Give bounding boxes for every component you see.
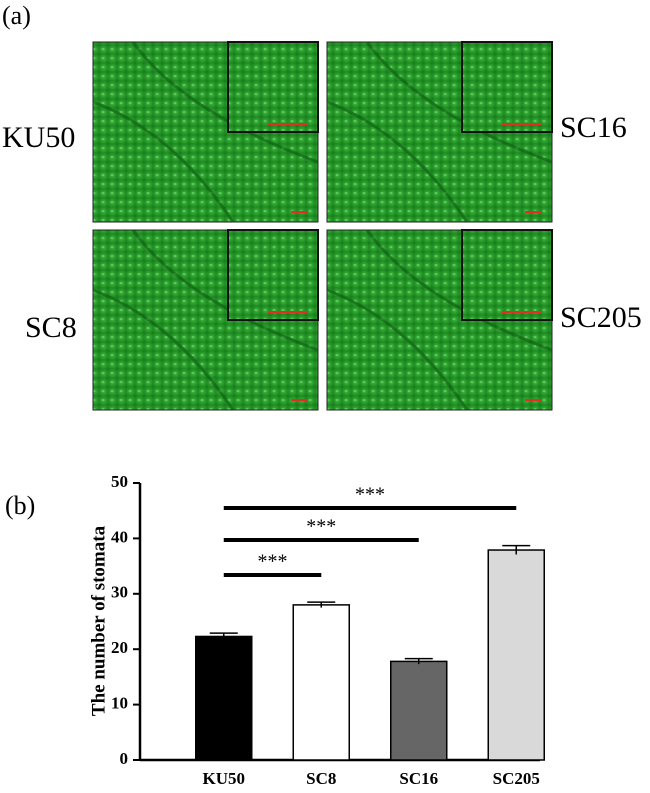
significance-label: ***: [355, 484, 385, 506]
x-tick-label: SC8: [306, 769, 336, 788]
inset: [461, 229, 553, 321]
x-tick-label: KU50: [203, 769, 246, 788]
vein: [92, 229, 319, 411]
y-tick-label: 50: [111, 472, 128, 491]
inset: [227, 229, 319, 321]
y-tick-label: 30: [111, 583, 128, 602]
bar: [292, 604, 350, 761]
vein: [92, 41, 319, 223]
x-tick-label: SC205: [493, 769, 540, 788]
image-label: SC16: [560, 111, 627, 144]
error-bar: [404, 657, 433, 665]
significance-label: ***: [258, 551, 288, 573]
bar: [195, 635, 253, 761]
y-tick-label: 10: [111, 694, 128, 713]
vein: [326, 229, 553, 411]
error-bar: [502, 544, 531, 555]
significance-label: ***: [306, 516, 336, 538]
image-label: SC205: [560, 301, 642, 334]
error-bar: [209, 632, 238, 640]
bar: [487, 549, 545, 761]
y-axis-label: The number of stomata: [88, 525, 109, 716]
error-bar: [307, 601, 336, 608]
vein: [326, 41, 553, 223]
panel-label: (a): [2, 1, 31, 30]
image-label: SC8: [25, 311, 77, 344]
image-label: KU50: [2, 121, 75, 154]
panel-label: (b): [5, 491, 35, 520]
inset: [461, 41, 553, 133]
inset: [227, 41, 319, 133]
x-tick-label: SC16: [399, 769, 438, 788]
y-tick-label: 0: [120, 749, 129, 768]
bar: [390, 660, 448, 761]
y-tick-label: 20: [111, 638, 128, 657]
y-tick-label: 40: [111, 527, 128, 546]
micrographs: KU50 SC16 SC8 SC205: [2, 41, 642, 411]
